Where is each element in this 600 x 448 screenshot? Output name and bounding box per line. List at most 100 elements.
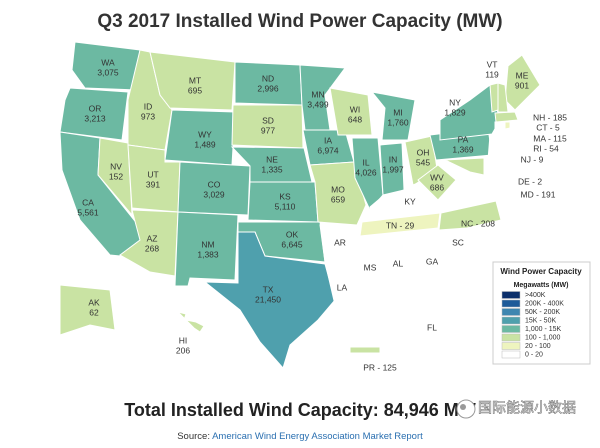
state-value: 6,974 bbox=[317, 145, 339, 155]
legend-title: Wind Power Capacity bbox=[500, 267, 582, 276]
state bbox=[483, 159, 491, 176]
state-label: PR - 125 bbox=[363, 362, 397, 372]
state-name: MT bbox=[189, 75, 201, 85]
state-value: 977 bbox=[261, 125, 275, 135]
state-name: FL bbox=[427, 322, 437, 332]
state-value: 2,996 bbox=[257, 83, 279, 93]
watermark-text: 国际能源小数据 bbox=[478, 400, 576, 416]
state-label: MA - 115 bbox=[533, 133, 567, 143]
state-value: 152 bbox=[109, 171, 123, 181]
state-value: 21,450 bbox=[255, 294, 281, 304]
state-value: 545 bbox=[416, 157, 430, 167]
watermark-icon-dot bbox=[460, 404, 466, 410]
state-value: 1,335 bbox=[261, 164, 283, 174]
state bbox=[387, 290, 472, 351]
state-name: KY bbox=[404, 196, 416, 206]
state-name: IN bbox=[389, 154, 398, 164]
state-value: 5,561 bbox=[77, 207, 99, 217]
legend-swatch bbox=[501, 308, 521, 316]
source: Source: American Wind Energy Association… bbox=[177, 431, 423, 442]
legend-label: 50K - 200K bbox=[525, 309, 560, 316]
watermark-icon bbox=[456, 399, 476, 419]
state-name: LA bbox=[337, 282, 348, 292]
legend-label: 1,000 - 15K bbox=[525, 326, 562, 333]
state-value: 4,026 bbox=[355, 167, 377, 177]
state-name: MO bbox=[331, 184, 345, 194]
state bbox=[329, 87, 373, 136]
state bbox=[370, 91, 416, 141]
state-label: RI - 54 bbox=[533, 143, 559, 153]
legend-swatch bbox=[501, 316, 521, 325]
state-name: IL bbox=[362, 157, 369, 167]
state-value: 1,369 bbox=[452, 144, 474, 154]
legend-label: 0 - 20 bbox=[525, 351, 543, 358]
state-name: WA bbox=[101, 57, 115, 67]
state-name: ME bbox=[516, 70, 529, 80]
state bbox=[203, 231, 336, 370]
state-name: TX bbox=[263, 284, 274, 294]
state-value: 119 bbox=[485, 69, 499, 79]
state bbox=[71, 41, 141, 91]
state-value: 1,829 bbox=[444, 107, 466, 117]
state-value: 3,213 bbox=[84, 113, 106, 123]
legend-subtitle: Megawatts (MW) bbox=[514, 282, 569, 289]
legend-swatch bbox=[501, 350, 521, 359]
state-value: 1,997 bbox=[382, 164, 404, 174]
state-label: TN - 29 bbox=[386, 220, 415, 230]
states bbox=[59, 41, 541, 370]
title: Q3 2017 Installed Wind Power Capacity (M… bbox=[97, 11, 502, 32]
state bbox=[487, 134, 499, 166]
legend-label: 100 - 1,000 bbox=[525, 334, 561, 341]
state-name: SD bbox=[262, 115, 274, 125]
state bbox=[359, 212, 441, 237]
source-link[interactable]: American Wind Energy Association Market … bbox=[212, 431, 423, 442]
state-name: AZ bbox=[147, 233, 158, 243]
state bbox=[438, 228, 482, 263]
state bbox=[504, 121, 511, 130]
state-labels: WA3,075OR3,213CA5,561NV152ID973MT695WY1,… bbox=[77, 57, 567, 372]
state-label: NH - 185 bbox=[533, 112, 567, 122]
legend-label: 20 - 100 bbox=[525, 343, 551, 350]
state-name: CO bbox=[208, 179, 221, 189]
state-value: 3,499 bbox=[307, 99, 329, 109]
state bbox=[444, 157, 485, 176]
state bbox=[149, 51, 236, 111]
state-name: MI bbox=[393, 107, 402, 117]
source-prefix: Source: bbox=[177, 431, 210, 442]
state-name: WI bbox=[350, 104, 360, 114]
legend-swatch bbox=[501, 325, 521, 333]
total: Total Installed Wind Capacity: 84,946 MW bbox=[124, 400, 476, 420]
state bbox=[175, 311, 205, 333]
state-value: 6,645 bbox=[281, 239, 303, 249]
state-name: MS bbox=[364, 262, 377, 272]
state-name: OH bbox=[417, 147, 430, 157]
state bbox=[97, 137, 133, 217]
state bbox=[425, 180, 498, 213]
state-name: CA bbox=[82, 197, 94, 207]
legend-swatch bbox=[501, 342, 521, 350]
state bbox=[438, 200, 502, 231]
watermark: 国际能源小数据 bbox=[456, 399, 576, 419]
state-name: ID bbox=[144, 101, 153, 111]
legend: Wind Power Capacity Megawatts (MW) >400K… bbox=[492, 261, 591, 365]
state-value: 1,383 bbox=[197, 249, 219, 259]
state-name: NE bbox=[266, 154, 278, 164]
state bbox=[405, 230, 457, 293]
legend-swatch bbox=[501, 333, 521, 342]
state-name: GA bbox=[426, 256, 439, 266]
state-name: UT bbox=[147, 169, 158, 179]
state-name: ND bbox=[262, 73, 274, 83]
state-name: NY bbox=[449, 97, 461, 107]
state-value: 659 bbox=[331, 194, 345, 204]
state-name: WY bbox=[198, 129, 212, 139]
state-label: DE - 2 bbox=[518, 176, 542, 186]
state-name: OR bbox=[89, 103, 102, 113]
state-label: NJ - 9 bbox=[521, 154, 544, 164]
state-name: NM bbox=[201, 239, 214, 249]
state-name: HI bbox=[179, 335, 188, 345]
state-value: 391 bbox=[146, 179, 160, 189]
state bbox=[382, 233, 414, 290]
state-name: OK bbox=[286, 229, 299, 239]
state-name: KS bbox=[279, 191, 291, 201]
state-value: 62 bbox=[89, 307, 99, 317]
